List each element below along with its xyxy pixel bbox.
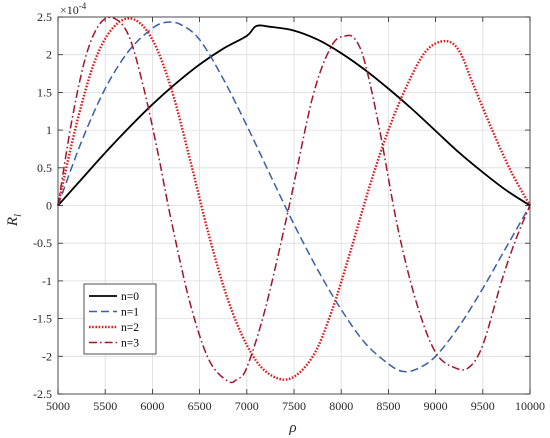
tick-marks [57, 16, 531, 395]
y-axis-label-subscript: l [12, 214, 24, 217]
legend: n=0 n=1 n=2 n=3 [83, 283, 157, 355]
y-tick-label: -2.5 [33, 387, 52, 401]
y-tick-label: 2.5 [37, 10, 52, 24]
x-tick-label: 7500 [282, 399, 306, 413]
y-tick-labels: -2.5 -2 -1.5 -1 -0.5 0 0.5 1 1.5 2 2.5 [33, 10, 52, 401]
x-tick-label: 6500 [188, 399, 212, 413]
series-line-n2 [56, 17, 532, 381]
x-tick-label: 8500 [376, 399, 400, 413]
x-tick-label: 10000 [515, 399, 545, 413]
series-layer [56, 16, 532, 384]
y-tick-label: 0.5 [37, 161, 52, 175]
legend-label-n1: n=1 [121, 307, 139, 319]
x-axis-label: ρ [288, 420, 296, 436]
y-exponent-power: -4 [79, 1, 87, 11]
x-tick-label: 6000 [140, 399, 164, 413]
y-tick-label: 1 [46, 123, 52, 137]
y-tick-label: 0 [46, 199, 52, 213]
series-line-n3 [57, 16, 531, 384]
y-tick-label: 1.5 [37, 85, 52, 99]
series-line-n0 [57, 24, 531, 207]
y-tick-label: -1.5 [33, 312, 52, 326]
y-tick-label: -2 [42, 349, 52, 363]
x-tick-label: 9000 [424, 399, 448, 413]
y-axis-label-main: R [5, 217, 21, 227]
x-tick-label: 5000 [46, 399, 70, 413]
legend-label-n0: n=0 [121, 291, 139, 303]
x-tick-labels: 5000 5500 6000 6500 7000 7500 8000 8500 9000 9500… [46, 399, 545, 413]
y-tick-label: -1 [42, 274, 52, 288]
y-tick-label: 2 [46, 48, 52, 62]
x-tick-label: 9500 [471, 399, 495, 413]
series-line-n1 [57, 21, 531, 373]
y-exponent-label: ×10-4 [60, 1, 87, 17]
x-tick-label: 8000 [329, 399, 353, 413]
x-tick-label: 5500 [93, 399, 117, 413]
y-axis-label: Rl [5, 214, 24, 227]
legend-label-n3: n=3 [121, 338, 139, 350]
legend-label-n2: n=2 [121, 322, 139, 334]
x-tick-label: 7000 [235, 399, 259, 413]
legend-box [83, 283, 157, 355]
y-tick-label: -0.5 [33, 236, 52, 250]
